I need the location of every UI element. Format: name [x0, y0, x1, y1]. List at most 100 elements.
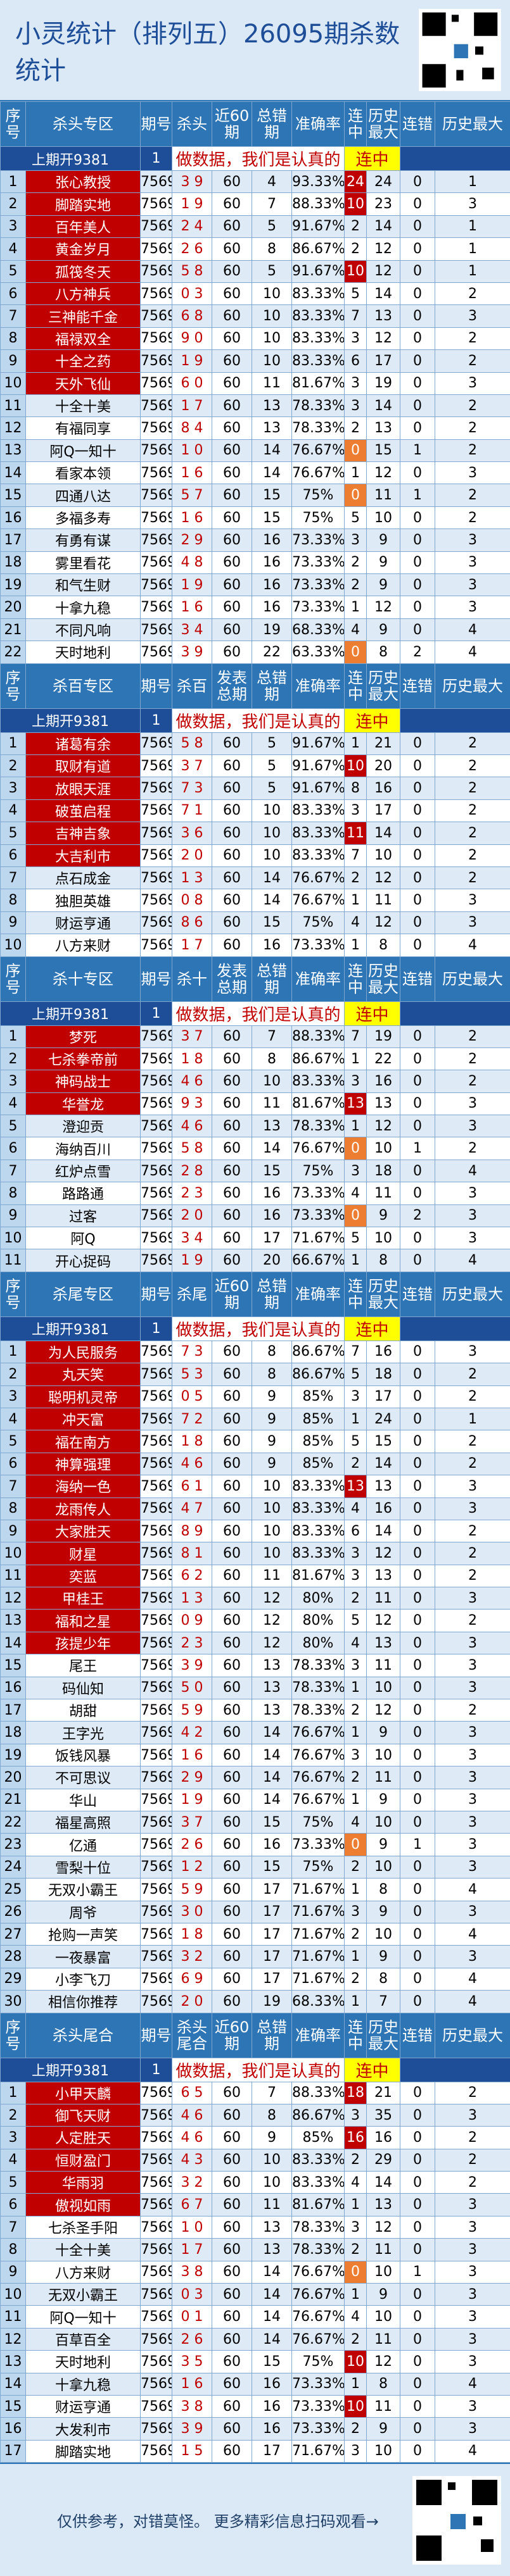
kill: 2 3	[172, 1182, 212, 1204]
miss-streak: 0	[400, 2418, 435, 2440]
index: 2	[1, 1047, 26, 1070]
miss-streak: 2	[400, 1204, 435, 1227]
column-header: 历史最大	[435, 1272, 510, 1316]
streak-max: 15	[367, 1430, 400, 1453]
streak-max: 14	[367, 2172, 400, 2194]
streak-max: 14	[367, 282, 400, 304]
miss-max: 3	[435, 1744, 510, 1766]
streak: 3	[345, 2440, 367, 2462]
index: 1	[1, 732, 26, 754]
streak-max: 8	[367, 1879, 400, 1901]
column-header: 准确率	[292, 1272, 345, 1316]
total: 60	[212, 777, 252, 799]
streak-max: 10	[367, 2440, 400, 2462]
miss-max: 2	[435, 394, 510, 416]
accuracy: 83.33%	[292, 799, 345, 822]
miss-max: 2	[435, 350, 510, 372]
accuracy: 78.33%	[292, 1677, 345, 1699]
miss-max: 3	[435, 305, 510, 327]
streak: 13	[345, 1092, 367, 1115]
name: 诸葛有余	[26, 732, 141, 754]
accuracy: 76.67%	[292, 462, 345, 484]
kill: 1 8	[172, 1923, 212, 1945]
total: 60	[212, 844, 252, 866]
index: 17	[1, 1699, 26, 1722]
name: 胡甜	[26, 1699, 141, 1722]
name: 一夜暴富	[26, 1946, 141, 1968]
index: 7	[1, 1475, 26, 1497]
accuracy: 85%	[292, 1385, 345, 1408]
accuracy: 76.67%	[292, 2306, 345, 2328]
errors: 9	[252, 1408, 292, 1430]
index: 4	[1, 1408, 26, 1430]
miss-max: 3	[435, 2418, 510, 2440]
index: 11	[1, 1249, 26, 1272]
streak-max: 11	[367, 2239, 400, 2261]
miss-streak: 0	[400, 2127, 435, 2149]
kill: 1 0	[172, 2216, 212, 2238]
streak-max: 14	[367, 215, 400, 237]
errors: 10	[252, 1497, 292, 1520]
kill: 5 0	[172, 1677, 212, 1699]
miss-max: 4	[435, 1249, 510, 1272]
streak-max: 17	[367, 1385, 400, 1408]
errors: 12	[252, 1587, 292, 1610]
errors: 12	[252, 1632, 292, 1654]
kill: 1 8	[172, 1430, 212, 1453]
streak: 4	[345, 2306, 367, 2328]
kill: 0 3	[172, 2284, 212, 2306]
streak: 2	[345, 2239, 367, 2261]
streak: 24	[345, 171, 367, 193]
streak-max: 14	[367, 394, 400, 416]
header-row: 序号杀百专区期号杀百发表总期总错期准确率连中历史最大连错历史最大	[1, 663, 510, 708]
miss-streak: 0	[400, 193, 435, 215]
miss-streak: 0	[400, 1923, 435, 1945]
total: 60	[212, 1766, 252, 1789]
streak: 7	[345, 1341, 367, 1363]
errors: 16	[252, 934, 292, 956]
miss-streak: 0	[400, 282, 435, 304]
miss-max: 2	[435, 754, 510, 777]
index: 13	[1, 1610, 26, 1632]
streak-max: 14	[367, 1520, 400, 1542]
blank	[400, 147, 510, 171]
accuracy: 75%	[292, 1856, 345, 1878]
total: 60	[212, 1453, 252, 1475]
index: 12	[1, 1587, 26, 1610]
total: 60	[212, 1610, 252, 1632]
title-bar: 小灵统计（排列五）26095期杀数统计	[0, 0, 510, 101]
kill: 3 0	[172, 1901, 212, 1923]
streak-max: 29	[367, 2149, 400, 2171]
errors: 10	[252, 1542, 292, 1565]
miss-streak: 0	[400, 1811, 435, 1834]
streak-max: 24	[367, 171, 400, 193]
streak-max: 16	[367, 1070, 400, 1092]
name: 王字光	[26, 1722, 141, 1744]
index: 5	[1, 822, 26, 844]
kill: 1 3	[172, 1587, 212, 1610]
accuracy: 71.67%	[292, 2440, 345, 2462]
name: 无双小霸王	[26, 2284, 141, 2306]
miss-max: 4	[435, 641, 510, 663]
errors: 16	[252, 596, 292, 618]
errors: 8	[252, 1341, 292, 1363]
miss-max: 3	[435, 372, 510, 394]
total: 60	[212, 394, 252, 416]
miss-streak: 0	[400, 799, 435, 822]
accuracy: 73.33%	[292, 934, 345, 956]
accuracy: 78.33%	[292, 1654, 345, 1677]
errors: 10	[252, 822, 292, 844]
